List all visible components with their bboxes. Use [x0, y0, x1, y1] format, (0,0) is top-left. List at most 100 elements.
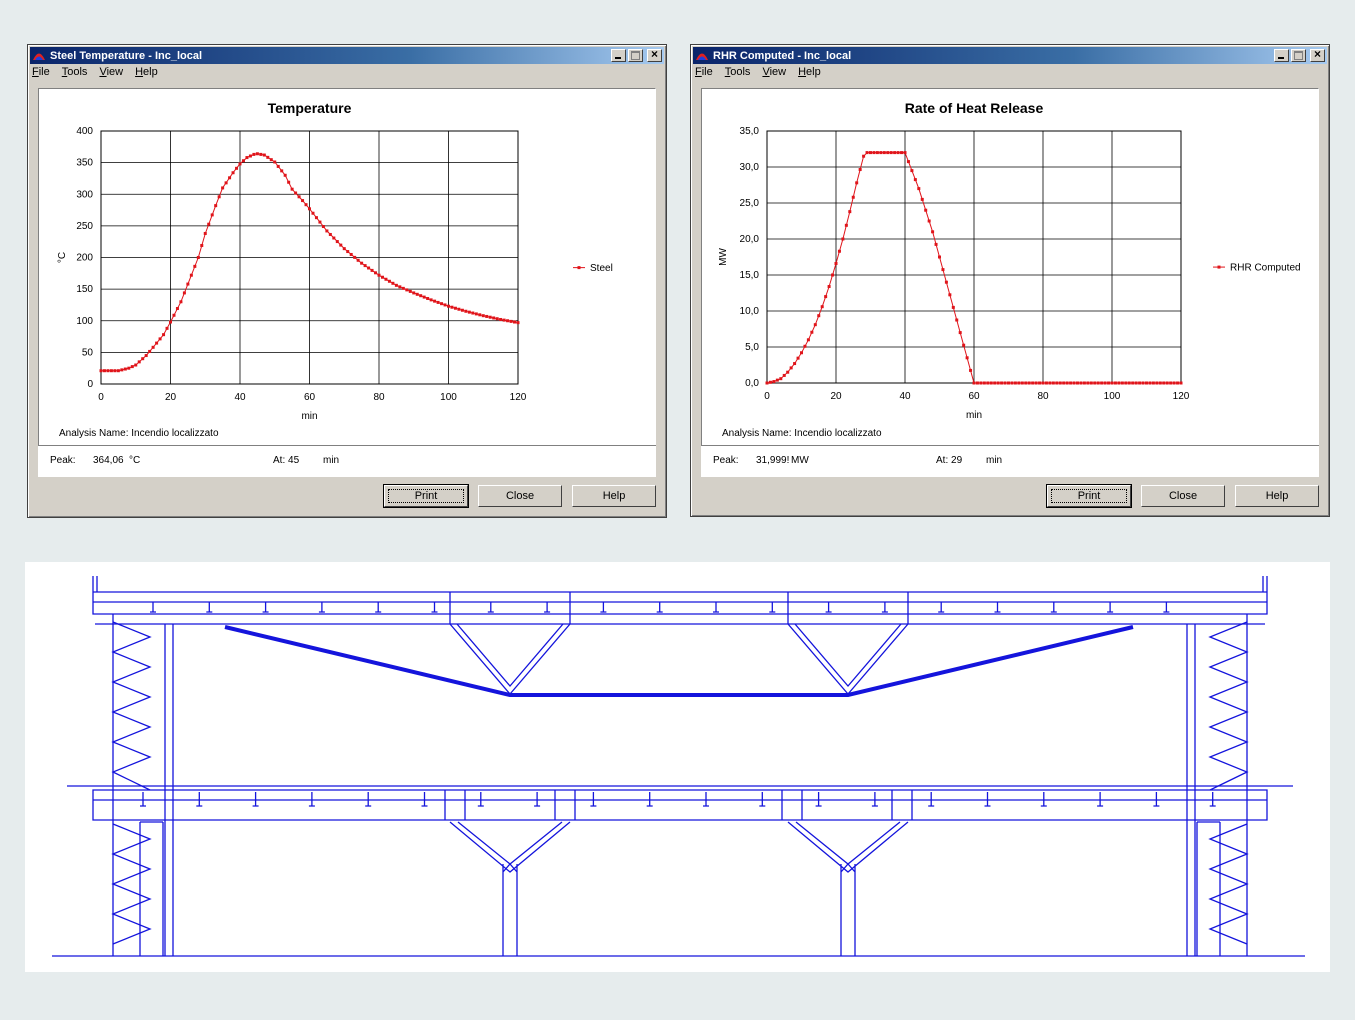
menu-file[interactable]: File — [32, 66, 50, 78]
help-button[interactable]: Help — [1235, 485, 1319, 507]
roof-stiffener — [1050, 602, 1057, 613]
help-button[interactable]: Help — [572, 485, 656, 507]
data-point — [349, 252, 353, 256]
lower-truss-1 — [449, 821, 571, 956]
data-point — [989, 381, 993, 385]
data-point — [162, 333, 166, 337]
data-point — [207, 222, 211, 226]
maximize-button[interactable] — [628, 49, 643, 62]
data-point — [1141, 381, 1145, 385]
deck-stiffener — [140, 792, 146, 807]
close-window-button[interactable]: × — [1310, 47, 1325, 62]
close-window-button[interactable]: × — [647, 47, 662, 62]
data-point — [1176, 381, 1180, 385]
y-tick-label: 300 — [76, 189, 93, 200]
data-point — [1069, 381, 1073, 385]
data-point — [374, 271, 378, 275]
data-point — [301, 199, 305, 203]
data-point — [391, 281, 395, 285]
x-tick-label: 80 — [1037, 391, 1049, 402]
data-point — [148, 349, 152, 353]
roof-stiffener — [375, 602, 382, 613]
data-point — [796, 356, 800, 360]
data-point — [979, 381, 983, 385]
data-point — [474, 312, 478, 316]
data-point — [172, 313, 176, 317]
app-icon — [696, 53, 708, 60]
roof-stiffener — [318, 602, 325, 613]
data-point — [972, 381, 976, 385]
right-tower — [1186, 614, 1248, 956]
data-point — [269, 158, 273, 162]
focus-rect — [388, 489, 464, 503]
data-point — [996, 381, 1000, 385]
app-icon — [33, 53, 45, 60]
deck-stiffener — [421, 792, 428, 807]
data-point — [370, 268, 374, 272]
roof-deck — [92, 576, 1268, 625]
rhr-computed-window: RHR Computed - Inc_local × File Tools Vi… — [690, 44, 1330, 517]
data-point — [308, 207, 311, 211]
data-point — [182, 291, 186, 295]
print-button[interactable]: Print — [383, 484, 469, 508]
maximize-button[interactable] — [1291, 49, 1306, 62]
data-point — [335, 240, 339, 244]
data-point — [1058, 381, 1062, 385]
data-point — [986, 381, 990, 385]
title-bar[interactable]: RHR Computed - Inc_local × — [693, 47, 1327, 64]
left-tower — [112, 614, 174, 956]
peak-unit: °C — [129, 455, 141, 466]
deck-stiffener — [1040, 792, 1047, 807]
data-point — [367, 266, 371, 270]
data-point — [241, 159, 245, 163]
data-point — [1034, 381, 1038, 385]
peak-label: Peak: — [50, 455, 76, 466]
data-point — [851, 195, 855, 199]
menu-tools[interactable]: Tools — [61, 66, 88, 78]
menu-help[interactable]: Help — [798, 66, 821, 78]
menu-view[interactable]: View — [762, 66, 787, 78]
data-point — [440, 302, 444, 306]
peak-unit: MW — [791, 455, 809, 466]
data-point — [297, 195, 301, 199]
roof-stiffener — [881, 602, 888, 613]
close-button[interactable]: Close — [478, 485, 562, 507]
data-point — [958, 331, 962, 335]
data-point — [1038, 381, 1042, 385]
data-point — [779, 377, 783, 381]
close-button[interactable]: Close — [1141, 485, 1225, 507]
data-point — [248, 154, 252, 158]
roof-stiffener — [1107, 602, 1114, 613]
data-point — [109, 369, 113, 373]
deck-stiffener — [759, 792, 766, 807]
x-tick-label: 40 — [234, 392, 246, 403]
data-point — [175, 307, 179, 311]
data-point — [1155, 381, 1159, 385]
data-point — [158, 337, 162, 341]
deck-stiffener — [196, 792, 203, 807]
data-point — [314, 216, 318, 220]
data-point — [471, 311, 475, 315]
data-point — [144, 354, 148, 358]
data-point — [422, 295, 426, 299]
close-label: Close — [1168, 490, 1198, 502]
data-point — [1082, 381, 1086, 385]
menu-tools[interactable]: Tools — [724, 66, 751, 78]
print-button[interactable]: Print — [1046, 484, 1132, 508]
menu-view[interactable]: View — [99, 66, 124, 78]
data-point — [401, 286, 405, 290]
minimize-button[interactable] — [611, 49, 626, 62]
maximize-icon — [1294, 51, 1303, 60]
minimize-button[interactable] — [1274, 49, 1289, 62]
deck-stiffener — [590, 792, 597, 807]
menu-file[interactable]: File — [695, 66, 713, 78]
data-point — [179, 300, 183, 304]
title-bar[interactable]: Steel Temperature - Inc_local × — [30, 47, 664, 64]
menu-help[interactable]: Help — [135, 66, 158, 78]
data-point — [273, 160, 277, 164]
data-point — [102, 369, 106, 373]
data-point — [318, 220, 322, 224]
data-point — [429, 298, 433, 302]
peak-value: 31,999! — [756, 455, 790, 466]
data-point — [120, 368, 124, 372]
